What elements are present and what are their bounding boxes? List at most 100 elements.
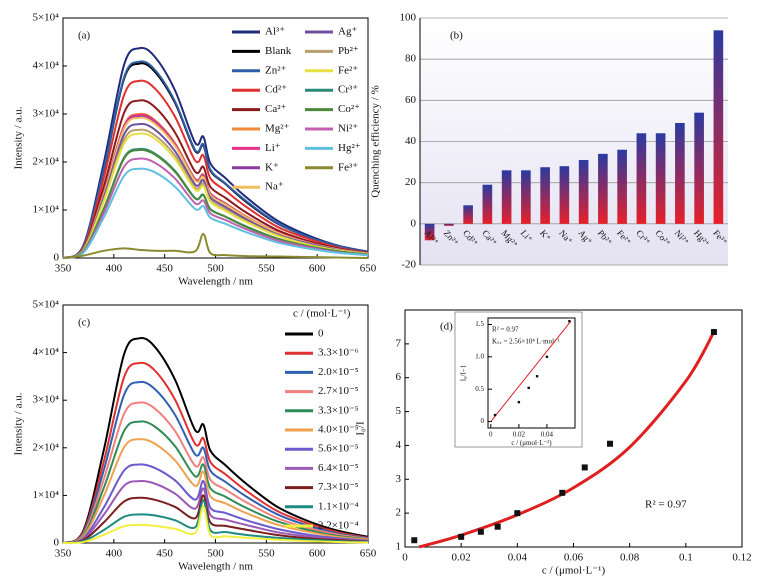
data-point: [581, 464, 588, 471]
legend-label: 7.3×10⁻⁵: [318, 481, 359, 493]
x-tick-label: 0.04: [508, 552, 528, 564]
legend-label: 3.3×10⁻⁶: [318, 347, 359, 359]
bar: [540, 167, 550, 224]
legend-label: Ca²⁺: [265, 103, 287, 115]
panel-label: (d): [440, 321, 453, 333]
x-tick-label: 450: [156, 548, 173, 560]
bar: [617, 149, 627, 224]
y-tick-label: 80: [405, 53, 417, 65]
x-tick-label: 550: [258, 263, 275, 275]
bar: [598, 153, 608, 224]
spectrum-line: [62, 232, 369, 259]
data-point: [607, 440, 614, 447]
bar: [521, 170, 531, 224]
x-tick-label: 600: [309, 548, 326, 560]
x-tick-label: 0.08: [620, 552, 640, 564]
annotation: R² = 0.97: [492, 326, 519, 334]
data-point: [517, 400, 521, 404]
spectrum-line: [62, 480, 369, 544]
x-axis-label: c / (μmol·L⁻¹): [542, 565, 606, 577]
y-tick-label: 7: [396, 337, 402, 349]
spectrum-line: [62, 157, 369, 259]
legend-label: Mg²⁺: [265, 123, 290, 135]
data-point: [458, 533, 465, 540]
legend-label: 3.3×10⁻⁵: [318, 404, 359, 416]
x-tick-label: 350: [55, 548, 72, 560]
legend-label: Li⁺: [265, 142, 281, 154]
legend-label: Zn²⁺: [265, 64, 287, 76]
x-axis-label: Wavelength / nm: [178, 276, 253, 288]
spectrum-line: [62, 505, 369, 544]
legend-label: 2.0×10⁻⁵: [318, 366, 359, 378]
spectrum-line: [62, 463, 369, 544]
y-tick-label: 20: [405, 176, 417, 188]
y-tick-label: 0.5: [475, 385, 484, 393]
bar: [463, 205, 473, 224]
bar: [559, 166, 570, 224]
bar: [501, 170, 512, 224]
x-tick-label: 500: [207, 263, 224, 275]
y-tick-label: 6: [396, 371, 402, 383]
y-tick-label: 4×10⁴: [32, 60, 59, 72]
y-axis-label: Quenching efficiency / %: [370, 85, 382, 198]
x-tick-label: 400: [106, 263, 123, 275]
spectrum-line: [62, 380, 369, 544]
legend-label: Al³⁺: [265, 26, 285, 38]
legend-label: 2.2×10⁻⁴: [318, 520, 359, 532]
spectrum-line: [62, 46, 369, 259]
plot-frame: [404, 309, 743, 548]
y-tick-label: 4: [396, 439, 402, 451]
spectrum-line: [62, 361, 369, 544]
y-tick-label: 1.5: [475, 320, 484, 328]
y-tick-label: 5×10⁴: [32, 12, 59, 24]
x-tick-label: 650: [360, 263, 377, 275]
y-tick-label: 2: [396, 507, 402, 519]
spectrum-line: [62, 494, 369, 544]
spectrum-line: [62, 167, 369, 259]
panel-label: (b): [450, 30, 463, 42]
x-tick-label: 0: [402, 552, 408, 564]
spectrum-line: [62, 79, 369, 259]
y-tick-label: 3×10⁴: [32, 108, 59, 120]
x-tick-label: 650: [360, 548, 377, 560]
legend-label: 6.4×10⁻⁵: [318, 462, 359, 474]
data-point: [568, 320, 571, 323]
legend-label: K⁺: [265, 161, 279, 173]
y-tick-label: 100: [400, 12, 417, 24]
annotation: Kₛᵥ = 2.56×10⁴ L·mol⁻¹: [492, 338, 560, 346]
x-tick-label: 400: [106, 548, 123, 560]
y-tick-label: 1×10⁴: [32, 489, 59, 501]
x-tick-label: 600: [309, 263, 326, 275]
data-point: [514, 510, 521, 517]
y-tick-label: 0: [481, 417, 485, 425]
legend-label: Fe²⁺: [338, 64, 358, 76]
spectrum-line: [62, 148, 369, 259]
bar: [482, 184, 493, 224]
data-point: [545, 355, 549, 359]
data-point: [494, 523, 501, 530]
panel-label: (a): [78, 30, 91, 42]
annotation: R² = 0.97: [645, 499, 687, 511]
spectrum-line: [62, 99, 369, 259]
spectrum-line: [62, 337, 369, 544]
y-tick-label: 3: [396, 473, 402, 485]
y-axis-label: Intensity / a.u.: [13, 106, 25, 169]
data-point: [477, 528, 484, 535]
x-tick-label: 0.04: [541, 431, 554, 439]
y-tick-label: 0: [54, 252, 60, 264]
y-axis-label: I₀/I−1: [460, 364, 468, 381]
y-tick-label: 2×10⁴: [32, 441, 59, 453]
bar: [713, 30, 724, 224]
y-tick-label: 5: [396, 405, 402, 417]
fit-line: [490, 320, 572, 422]
y-tick-label: 60: [405, 94, 417, 106]
bar: [694, 112, 704, 224]
legend-label: Cr³⁺: [338, 84, 358, 96]
y-axis-label: I₀/I: [355, 421, 367, 436]
panel-label: (c): [78, 317, 91, 329]
legend-label: Pb²⁺: [338, 45, 359, 57]
x-tick-label: 350: [55, 263, 72, 275]
data-point: [493, 413, 497, 417]
legend-label: 5.6×10⁻⁵: [318, 443, 359, 455]
